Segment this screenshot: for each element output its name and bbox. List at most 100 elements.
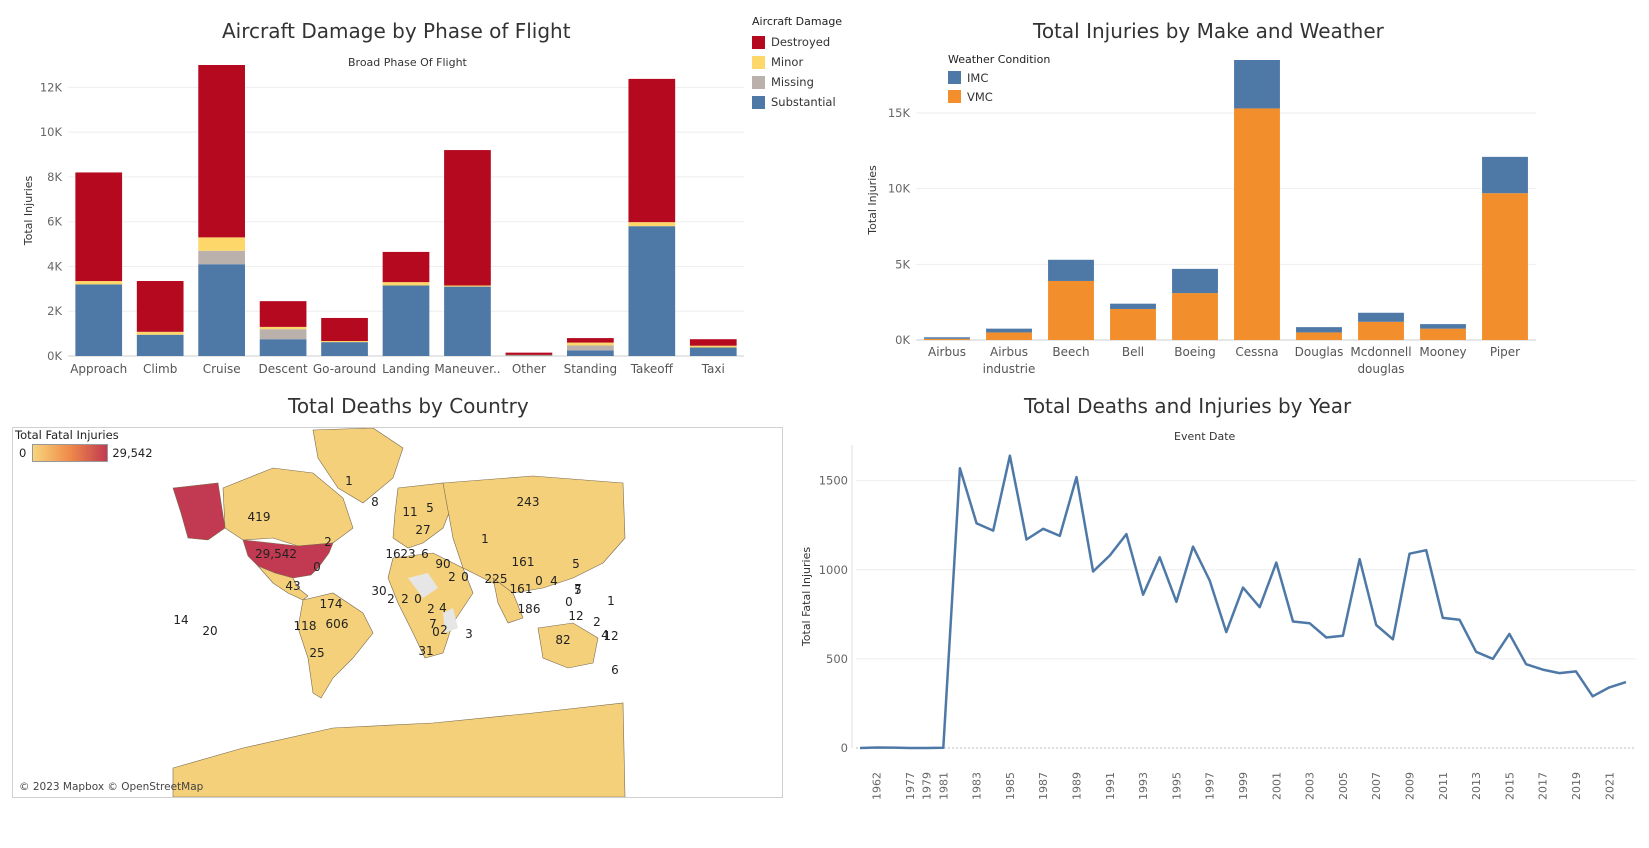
map-country-label: 2 [401, 592, 409, 606]
y-tick-label: 12K [40, 80, 63, 94]
bar-substantial [444, 286, 491, 356]
bar-minor [136, 331, 184, 335]
map-nodata [408, 573, 458, 633]
bar-imc [1234, 60, 1280, 109]
y-tick-label: 8K [47, 170, 62, 184]
y-tick-label: 5K [895, 257, 910, 271]
map-country-label: 16 [385, 547, 400, 561]
map-alaska [172, 482, 226, 541]
map-country-label: 0 [565, 595, 573, 609]
bar-destroyed [567, 338, 614, 343]
map-country-label: 12 [603, 629, 618, 643]
bar-imc [1296, 327, 1342, 333]
legend-item-missing[interactable]: Missing [752, 72, 842, 92]
damage-by-phase-chart: 0K 2K 4K 6K 8K 10K 12K Total Injuries Approach Cl… [22, 65, 744, 376]
map-country-label: 0 [313, 560, 321, 574]
legend-item-destroyed[interactable]: Destroyed [752, 32, 842, 52]
map-country-label: 14 [173, 613, 188, 627]
bar-minor [321, 341, 368, 343]
map-attribution[interactable]: © 2023 Mapbox © OpenStreetMap [19, 781, 204, 793]
map-country-label: 2 [324, 535, 332, 549]
legend-item-substantial[interactable]: Substantial [752, 92, 842, 112]
map-country-label: 2 [387, 592, 395, 606]
bar-destroyed [689, 339, 737, 346]
y-tick-label: 0K [895, 333, 910, 347]
x-tick-label: 1979 [921, 772, 934, 800]
map-country-label: 6 [611, 663, 619, 677]
bar-destroyed [198, 65, 245, 238]
x-tick-label: 1977 [904, 772, 917, 800]
x-tick-label: Mooney [1419, 345, 1466, 359]
bar-imc [924, 337, 970, 339]
y-tick-label: 500 [826, 652, 848, 666]
x-tick-label: 1997 [1204, 772, 1217, 800]
x-tick-label: Landing [382, 362, 430, 376]
map-country-label: 225 [485, 572, 508, 586]
x-tick-label: Climb [143, 362, 177, 376]
legend-label-imc: IMC [967, 70, 989, 85]
map-country-label: 419 [248, 510, 271, 524]
y-tick-label: 6K [47, 215, 62, 229]
map-country-label: 8 [371, 495, 379, 509]
bar-imc [1110, 303, 1156, 309]
bar-vmc [1358, 321, 1404, 340]
y-tick-label: 1000 [819, 563, 848, 577]
legend-label-substantial: Substantial [771, 95, 836, 109]
bar-substantial [382, 285, 430, 356]
map-country-label: 2 [448, 570, 456, 584]
chart1-legend: Aircraft Damage Destroyed Minor Missing … [752, 15, 842, 112]
x-tick-label: Maneuver.. [434, 362, 500, 376]
chart1-subtitle: Broad Phase Of Flight [348, 56, 467, 69]
bar-substantial [567, 350, 614, 356]
bar-vmc [1172, 293, 1218, 340]
x-tick-label: 1981 [937, 772, 950, 800]
bar-imc [1358, 312, 1404, 322]
map-country-label: 1 [607, 594, 615, 608]
bar-destroyed [628, 78, 676, 223]
map-country-label: 174 [320, 597, 343, 611]
deaths-by-country-map[interactable]: 1 8 243 419 11 5 27 29,542 1 2 161 23 16 6 90 0 2 0 225 161… [12, 427, 783, 798]
map-country-label: 243 [517, 495, 540, 509]
chart2-legend-title: Weather Condition [948, 53, 1051, 66]
map-country-label: 5 [572, 557, 580, 571]
map-title: Total Deaths by Country [288, 394, 529, 418]
legend-item-vmc[interactable]: VMC [948, 87, 1050, 106]
x-tick-label: 2005 [1337, 772, 1350, 800]
legend-label-vmc: VMC [967, 89, 993, 104]
map-legend-gradient [32, 444, 109, 462]
bar-substantial [628, 226, 676, 356]
legend-item-imc[interactable]: IMC [948, 68, 1050, 87]
x-tick-label: 2001 [1270, 772, 1283, 800]
bar-minor [382, 282, 430, 286]
bar-substantial [198, 264, 245, 356]
map-country-label: 4 [601, 628, 609, 642]
map-country-label: 1 [481, 532, 489, 546]
map-country-label: 0 [432, 625, 440, 639]
bar-destroyed [75, 172, 123, 282]
map-country-label: 31 [418, 644, 433, 658]
x-tick-label: 2013 [1470, 772, 1483, 800]
legend-label-minor: Minor [771, 55, 804, 69]
bar-vmc [1234, 108, 1280, 340]
swatch-destroyed [752, 35, 765, 49]
x-tick-label: Other [512, 362, 546, 376]
x-tick-label: Douglas [1295, 345, 1344, 359]
x-tick-label: 2019 [1570, 772, 1583, 800]
map-country-label: 11 [402, 505, 417, 519]
chart1-legend-title: Aircraft Damage [752, 15, 843, 28]
y-tick-label: 2K [47, 304, 62, 318]
map-usa [242, 539, 334, 579]
swatch-substantial [752, 95, 765, 109]
map-legend: Total Fatal Injuries 0 29,542 [15, 428, 153, 462]
x-tick-label: 1989 [1070, 772, 1083, 800]
legend-item-minor[interactable]: Minor [752, 52, 842, 72]
map-country-label: 3 [465, 627, 473, 641]
x-tick-label: 1987 [1037, 772, 1050, 800]
map-country-label: 5 [574, 583, 582, 597]
x-tick-label: Go-around [313, 362, 376, 376]
bar-missing [198, 250, 245, 265]
map-country-label: 0 [461, 570, 469, 584]
bar-minor [689, 345, 737, 348]
y-tick-label: 4K [47, 259, 62, 273]
